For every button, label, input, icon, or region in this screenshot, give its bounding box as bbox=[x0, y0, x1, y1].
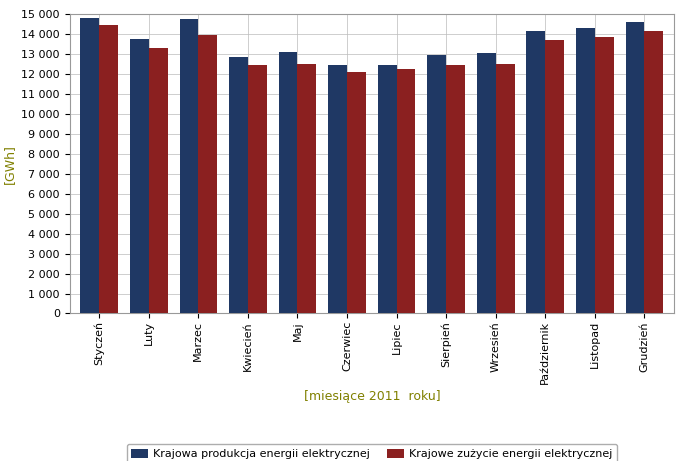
Legend: Krajowa produkcja energii elektrycznej, Krajowe zużycie energii elektrycznej: Krajowa produkcja energii elektrycznej, … bbox=[126, 444, 617, 461]
Bar bbox=[526, 31, 546, 313]
Bar bbox=[229, 57, 248, 313]
Bar bbox=[576, 28, 595, 313]
Bar bbox=[626, 22, 644, 313]
Bar bbox=[496, 64, 514, 313]
Bar bbox=[427, 55, 446, 313]
Bar bbox=[328, 65, 347, 313]
Bar bbox=[378, 65, 397, 313]
Bar bbox=[595, 37, 614, 313]
Bar bbox=[446, 65, 465, 313]
Bar bbox=[347, 72, 366, 313]
Bar bbox=[279, 52, 297, 313]
Bar bbox=[81, 18, 99, 313]
Bar bbox=[179, 19, 198, 313]
Y-axis label: [GWh]: [GWh] bbox=[3, 144, 15, 183]
Bar bbox=[477, 53, 496, 313]
Bar bbox=[397, 69, 416, 313]
Bar bbox=[248, 65, 267, 313]
Bar bbox=[130, 39, 149, 313]
X-axis label: [miesiące 2011  roku]: [miesiące 2011 roku] bbox=[304, 390, 440, 403]
Bar bbox=[99, 25, 118, 313]
Bar bbox=[149, 48, 167, 313]
Bar bbox=[546, 40, 564, 313]
Bar bbox=[297, 64, 316, 313]
Bar bbox=[644, 31, 663, 313]
Bar bbox=[198, 35, 218, 313]
